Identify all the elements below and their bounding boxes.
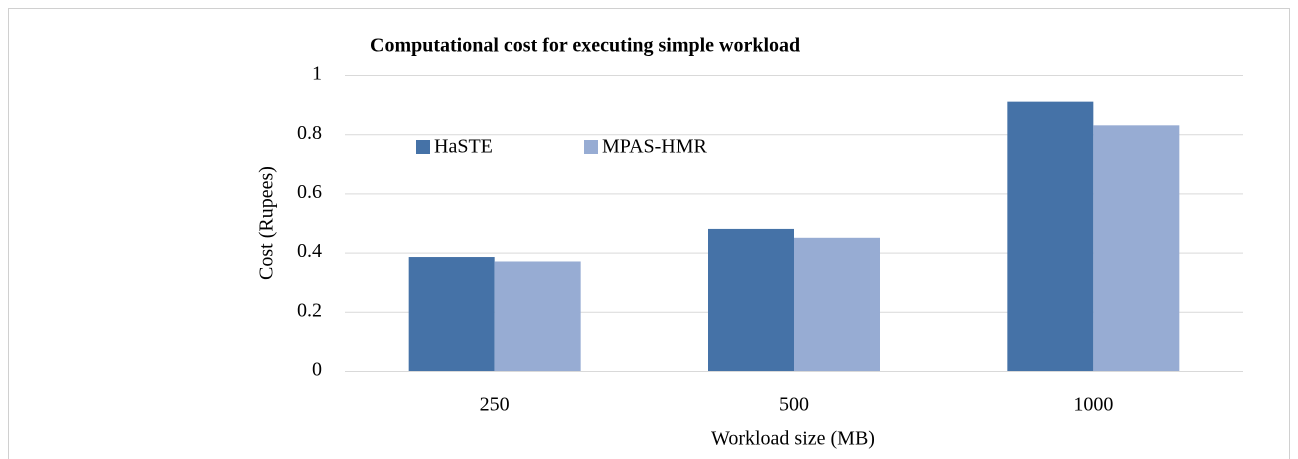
legend-swatch [416,140,430,154]
y-tick-label: 0.2 [297,299,322,321]
y-tick-label: 1 [312,63,322,85]
y-axis-label: Cost (Rupees) [256,166,278,280]
y-tick-label: 0.4 [297,240,322,262]
x-tick-label: 500 [779,394,809,416]
bar [1007,101,1094,371]
bar [708,228,794,371]
y-tick-label: 0.8 [297,122,322,144]
x-tick-label: 1000 [1073,394,1113,416]
y-tick-label: 0 [312,359,322,381]
chart-title: Computational cost for executing simple … [370,35,800,57]
x-tick-label: 250 [480,394,510,416]
bar [408,257,495,371]
x-axis-label: Workload size (MB) [711,428,875,450]
bar [1093,125,1180,371]
legend-label: MPAS-HMR [602,136,708,158]
legend-swatch [584,140,598,154]
legend-label: HaSTE [434,136,493,158]
bar [794,237,880,371]
chart-frame [8,8,1290,459]
bar [494,261,581,371]
y-tick-label: 0.6 [297,181,322,203]
